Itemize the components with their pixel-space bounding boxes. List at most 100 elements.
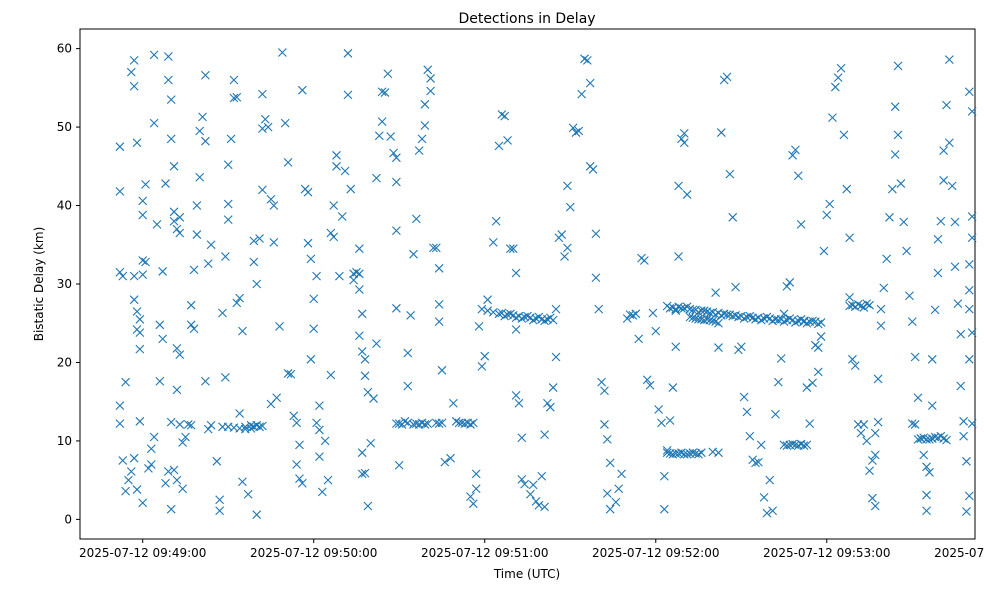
data-point <box>420 121 430 130</box>
data-point <box>297 478 307 488</box>
data-point <box>728 212 738 222</box>
data-point <box>699 306 709 316</box>
data-point <box>930 305 940 315</box>
data-point <box>674 181 683 191</box>
data-point <box>537 471 547 481</box>
data-point <box>232 298 242 308</box>
data-point <box>369 394 378 403</box>
data-point <box>220 372 230 382</box>
data-point <box>332 161 341 171</box>
data-point <box>223 199 233 209</box>
x-tick-label: 2025-07-12 09:49:00 <box>79 546 206 560</box>
data-point <box>403 418 413 428</box>
data-point <box>383 69 393 79</box>
data-point <box>451 416 461 426</box>
data-point <box>557 230 567 239</box>
data-point <box>651 326 661 336</box>
data-point <box>563 243 572 253</box>
data-point <box>677 303 686 313</box>
data-point <box>306 254 316 264</box>
data-point <box>135 344 145 354</box>
data-point <box>255 234 264 243</box>
data-point <box>161 478 170 488</box>
data-point <box>588 165 598 174</box>
data-point <box>659 471 669 481</box>
data-point <box>118 456 128 465</box>
data-point <box>315 425 324 435</box>
data-point <box>913 434 923 444</box>
data-point <box>859 420 869 429</box>
x-tick-label: 2025-07-12 09:54:00 <box>934 546 984 560</box>
data-point <box>716 128 726 137</box>
data-point <box>517 433 527 443</box>
data-point <box>907 419 917 429</box>
data-point <box>925 434 934 444</box>
data-point <box>360 371 370 381</box>
data-point <box>186 300 196 310</box>
data-point <box>725 169 735 179</box>
data-point <box>819 246 829 256</box>
data-point <box>922 490 931 500</box>
data-point <box>922 506 931 516</box>
data-point <box>865 466 874 476</box>
data-point <box>163 52 173 61</box>
data-point <box>580 54 589 64</box>
data-point <box>964 285 974 295</box>
data-point <box>149 50 159 60</box>
data-point <box>885 212 894 222</box>
data-point <box>682 190 692 199</box>
data-point <box>129 271 139 281</box>
data-point <box>115 142 125 152</box>
data-point <box>879 283 889 293</box>
data-point <box>283 157 293 167</box>
data-point <box>845 292 854 302</box>
data-point <box>962 507 971 516</box>
data-point <box>206 240 216 250</box>
x-axis-label: Time (UTC) <box>493 567 560 581</box>
data-point <box>511 391 521 400</box>
data-point <box>645 380 655 390</box>
data-point <box>773 377 783 387</box>
data-point <box>796 219 806 229</box>
data-point <box>238 477 247 487</box>
data-point <box>183 420 193 429</box>
x-tick-label: 2025-07-12 09:51:00 <box>421 546 548 560</box>
data-point <box>964 354 974 364</box>
data-point <box>249 257 259 267</box>
data-point <box>138 210 148 220</box>
data-point <box>765 475 775 485</box>
data-point <box>166 504 176 514</box>
data-point <box>850 361 860 370</box>
data-point <box>705 308 715 318</box>
data-point <box>528 315 538 325</box>
data-point <box>138 270 148 279</box>
x-axis-ticks: 2025-07-12 09:49:00 2025-07-12 09:50:00 20… <box>79 539 984 560</box>
data-point <box>782 281 792 291</box>
data-point <box>751 458 760 468</box>
data-point <box>357 469 367 479</box>
data-point <box>791 318 800 327</box>
data-point <box>631 309 641 319</box>
data-point <box>391 177 401 187</box>
data-point <box>141 257 150 267</box>
data-point <box>132 485 142 494</box>
x-tick-label: 2025-07-12 09:53:00 <box>763 546 890 560</box>
data-point <box>591 273 601 283</box>
data-point <box>149 118 159 128</box>
y-tick-label: 10 <box>57 434 72 448</box>
data-point <box>203 259 213 268</box>
data-point <box>132 307 142 316</box>
data-point <box>953 299 963 309</box>
data-point <box>320 436 330 446</box>
data-point <box>235 409 245 418</box>
data-point <box>158 267 168 276</box>
data-point <box>833 73 843 83</box>
data-point <box>574 126 584 136</box>
data-point <box>312 418 321 428</box>
data-point <box>494 309 504 319</box>
data-point <box>503 136 512 145</box>
data-point <box>440 457 450 467</box>
data-point <box>782 441 792 451</box>
data-point <box>785 314 795 323</box>
data-point <box>292 460 302 469</box>
